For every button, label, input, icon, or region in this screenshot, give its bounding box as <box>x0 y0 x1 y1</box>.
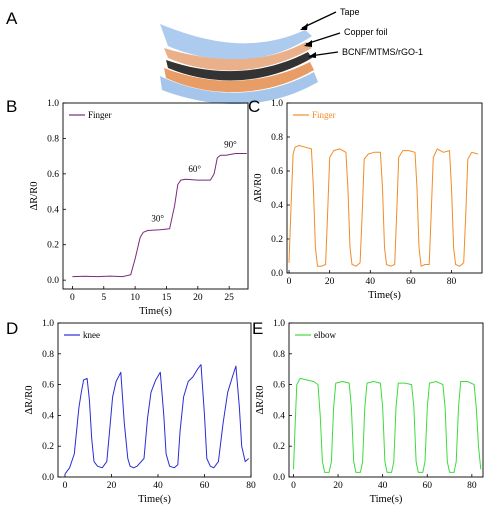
y-tick-label: 0.4 <box>42 411 54 421</box>
panel-label-c: C <box>248 97 260 116</box>
x-tick-label: 60 <box>200 481 210 491</box>
x-axis-label: Time(s) <box>370 494 403 505</box>
x-tick-label: 10 <box>130 293 140 303</box>
y-tick-label: 0.4 <box>273 411 285 421</box>
chart-panel-b: 0 5 10 15 20 25 0.0 0.2 0.4 0.6 0.8 1.0 Time(s) ΔR/R0… <box>29 99 249 317</box>
chart-panel-e: 0 20 40 60 80 0.0 0.2 0.4 0.6 0.8 1.0 Time(s) ΔR/R0 e… <box>255 319 484 505</box>
y-tick-label: 0.2 <box>271 235 283 245</box>
y-tick-label: 0.0 <box>47 276 59 286</box>
legend-label: Finger <box>312 110 336 120</box>
plot-frame <box>62 102 249 290</box>
panel-a: A Tape Copper foil BCNF/MTMS/rGO-1 <box>6 7 423 105</box>
tape-bottom-layer <box>160 72 318 105</box>
series-line <box>293 377 482 473</box>
series-line <box>64 364 250 475</box>
copper-bottom-layer <box>164 62 314 93</box>
x-tick-label: 25 <box>224 293 234 303</box>
y-tick-label: 1.0 <box>273 319 285 329</box>
series-line <box>288 145 479 267</box>
y-tick-label: 0.8 <box>271 133 283 143</box>
y-tick-label: 0.0 <box>273 473 285 483</box>
angle-annotation: 30° <box>151 214 164 224</box>
x-tick-label: 0 <box>291 481 296 491</box>
x-tick-label: 80 <box>246 481 256 491</box>
x-tick-label: 15 <box>162 293 172 303</box>
legend-label: knee <box>83 330 100 340</box>
y-tick-label: 0.0 <box>271 269 283 279</box>
y-tick-label: 0.8 <box>42 350 54 360</box>
x-axis-label: Time(s) <box>138 494 171 505</box>
x-tick-label: 0 <box>287 277 292 287</box>
y-tick-label: 0.8 <box>47 134 59 144</box>
y-tick-label: 0.8 <box>273 350 285 360</box>
y-axis-label: ΔR/R0 <box>255 386 266 415</box>
x-tick-label: 40 <box>153 481 163 491</box>
plot-frame <box>288 322 484 478</box>
x-tick-label: 80 <box>467 481 477 491</box>
tape-top-layer <box>160 24 312 60</box>
y-tick-label: 1.0 <box>47 99 59 109</box>
copper-top-layer <box>164 42 312 71</box>
label-film: BCNF/MTMS/rGO-1 <box>342 47 423 57</box>
panel-label-a: A <box>6 9 18 28</box>
y-tick-label: 0.6 <box>273 381 285 391</box>
x-tick-label: 5 <box>101 293 106 303</box>
x-tick-label: 0 <box>70 293 75 303</box>
panel-label-e: E <box>252 319 263 338</box>
film-layer <box>166 52 312 81</box>
series-line <box>72 153 247 278</box>
label-copper-foil: Copper foil <box>344 27 388 37</box>
y-tick-label: 0.2 <box>47 241 59 251</box>
x-tick-label: 20 <box>333 481 343 491</box>
y-tick-label: 0.6 <box>271 167 283 177</box>
angle-annotation: 60° <box>188 164 201 174</box>
panel-label-d: D <box>6 319 18 338</box>
y-axis-label: ΔR/R0 <box>253 174 264 203</box>
x-tick-label: 0 <box>63 481 68 491</box>
y-tick-label: 0.6 <box>47 170 59 180</box>
label-tape: Tape <box>340 7 360 17</box>
layer-callouts: Tape Copper foil BCNF/MTMS/rGO-1 <box>300 7 423 58</box>
x-tick-label: 80 <box>447 277 457 287</box>
x-tick-label: 40 <box>378 481 388 491</box>
y-tick-label: 0.6 <box>42 381 54 391</box>
y-tick-label: 1.0 <box>42 319 54 329</box>
y-axis-label: ΔR/R0 <box>24 386 35 415</box>
x-axis-label: Time(s) <box>139 306 172 317</box>
chart-panel-d: 0 20 40 60 80 0.0 0.2 0.4 0.6 0.8 1.0 Time(s) ΔR/R0 k… <box>24 319 256 505</box>
y-tick-label: 0.4 <box>47 205 59 215</box>
y-tick-label: 0.0 <box>42 473 54 483</box>
y-tick-label: 1.0 <box>271 99 283 109</box>
x-tick-label: 20 <box>107 481 117 491</box>
layer-stack-illustration <box>160 24 318 105</box>
y-tick-label: 0.2 <box>42 442 54 452</box>
x-axis-label: Time(s) <box>368 290 401 301</box>
x-tick-label: 40 <box>366 277 376 287</box>
y-tick-label: 0.4 <box>271 201 283 211</box>
y-tick-label: 0.2 <box>273 442 285 452</box>
chart-panel-c: 0 20 40 60 80 0.0 0.2 0.4 0.6 0.8 1.0 Time(s) ΔR/R0 F… <box>253 99 483 301</box>
legend-label: elbow <box>314 330 336 340</box>
panel-label-b: B <box>6 97 17 116</box>
plot-frame <box>286 102 483 274</box>
x-tick-label: 60 <box>423 481 433 491</box>
y-axis-label: ΔR/R0 <box>29 182 40 211</box>
plot-frame <box>57 322 252 478</box>
x-tick-label: 20 <box>325 277 335 287</box>
x-tick-label: 60 <box>406 277 416 287</box>
angle-annotation: 90° <box>224 139 237 149</box>
x-tick-label: 20 <box>193 293 203 303</box>
legend-label: Finger <box>88 110 112 120</box>
